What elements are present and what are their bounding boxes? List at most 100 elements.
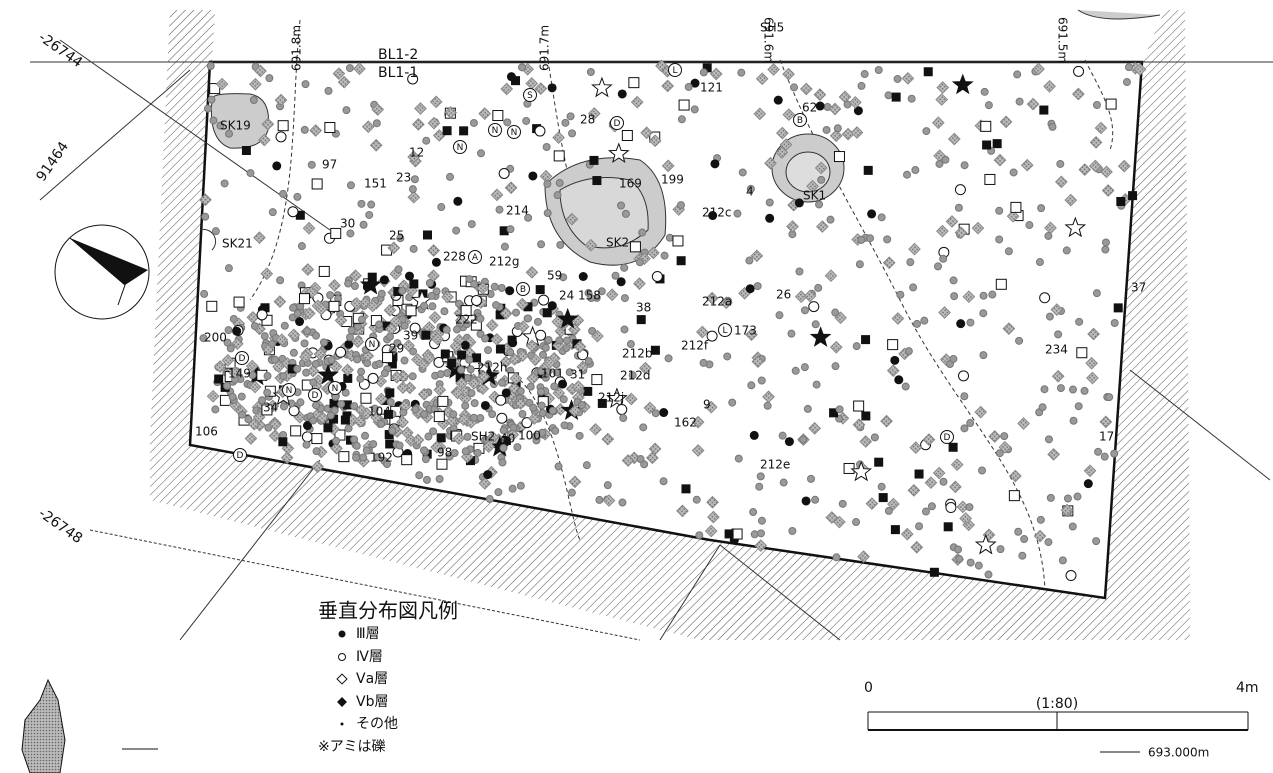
stone [280, 451, 294, 465]
stone [684, 82, 693, 91]
artifact-label: 23 [396, 171, 411, 185]
stone [619, 413, 628, 422]
artifact [861, 335, 871, 345]
stone [457, 365, 466, 374]
stone [470, 280, 479, 289]
stone [775, 311, 784, 320]
artifact [708, 211, 718, 221]
legend-symbol [337, 697, 347, 707]
artifact [436, 433, 446, 443]
stone [314, 302, 328, 316]
stone [756, 472, 765, 481]
stone [268, 429, 282, 443]
stone [938, 306, 951, 319]
stone [803, 404, 812, 413]
artifact [214, 374, 224, 384]
artifact [672, 235, 684, 247]
stone [199, 193, 212, 207]
stone [470, 399, 479, 408]
stone [522, 116, 531, 125]
stone [699, 68, 708, 77]
stone [268, 208, 277, 217]
symbol-circle [718, 323, 732, 337]
stone [828, 102, 842, 116]
artifact [480, 400, 490, 410]
stone [1092, 537, 1101, 546]
stone [327, 356, 336, 365]
stone [1015, 97, 1024, 106]
stone [440, 307, 449, 316]
stone [377, 289, 386, 298]
stone [541, 373, 550, 382]
stone [352, 441, 361, 450]
stone [945, 215, 959, 228]
stone [586, 67, 595, 76]
stone [245, 359, 259, 373]
stone [691, 415, 705, 429]
stone [411, 117, 425, 131]
stone [850, 126, 864, 139]
artifact [607, 142, 630, 164]
stone [367, 200, 376, 209]
artifact-label: 97 [322, 158, 337, 172]
stone [372, 119, 381, 128]
stone [811, 320, 820, 329]
artifact [499, 226, 509, 236]
artifact [1083, 479, 1093, 489]
stone [467, 377, 481, 390]
artifact-label: 17 [1099, 430, 1114, 444]
artifact [891, 92, 901, 102]
stone [306, 364, 320, 378]
artifact [311, 433, 323, 445]
artifact [382, 321, 392, 331]
stone [832, 553, 841, 562]
stone [497, 378, 506, 387]
artifact [863, 165, 873, 175]
stone [1048, 122, 1057, 131]
stone [690, 105, 699, 114]
stone [452, 226, 461, 235]
artifact [422, 230, 432, 240]
artifact [447, 358, 457, 368]
stone [411, 433, 425, 447]
stone [337, 400, 346, 409]
stone [1032, 62, 1045, 76]
stone [782, 67, 795, 81]
stone [529, 403, 538, 412]
artifact [992, 139, 1002, 149]
stone [478, 477, 492, 490]
stone [1056, 384, 1065, 393]
stone [817, 175, 826, 184]
grid-label: -26744 [35, 29, 85, 71]
artifact [384, 430, 394, 440]
stone [400, 356, 409, 365]
artifact [275, 131, 287, 143]
stone [988, 430, 1002, 443]
stone [577, 401, 586, 410]
artifact [360, 392, 372, 404]
stone [301, 80, 310, 89]
artifact [616, 403, 628, 415]
stone [966, 318, 975, 327]
stone [457, 413, 470, 426]
stone [757, 516, 766, 525]
artifact [303, 421, 313, 431]
artifact [542, 308, 552, 318]
stone [469, 118, 478, 127]
stone [481, 334, 490, 343]
stone [293, 309, 302, 318]
artifact-label: 38 [636, 301, 651, 315]
artifact [853, 400, 865, 412]
artifact [809, 326, 832, 347]
stone [559, 273, 568, 282]
stone [244, 432, 258, 445]
stone [1058, 556, 1067, 565]
stone [779, 138, 793, 152]
pit [559, 177, 649, 249]
stone [582, 461, 591, 470]
symbol-circle [328, 381, 342, 395]
stone [934, 262, 943, 271]
stone [538, 428, 547, 437]
stone [893, 74, 902, 83]
stone [350, 402, 359, 411]
